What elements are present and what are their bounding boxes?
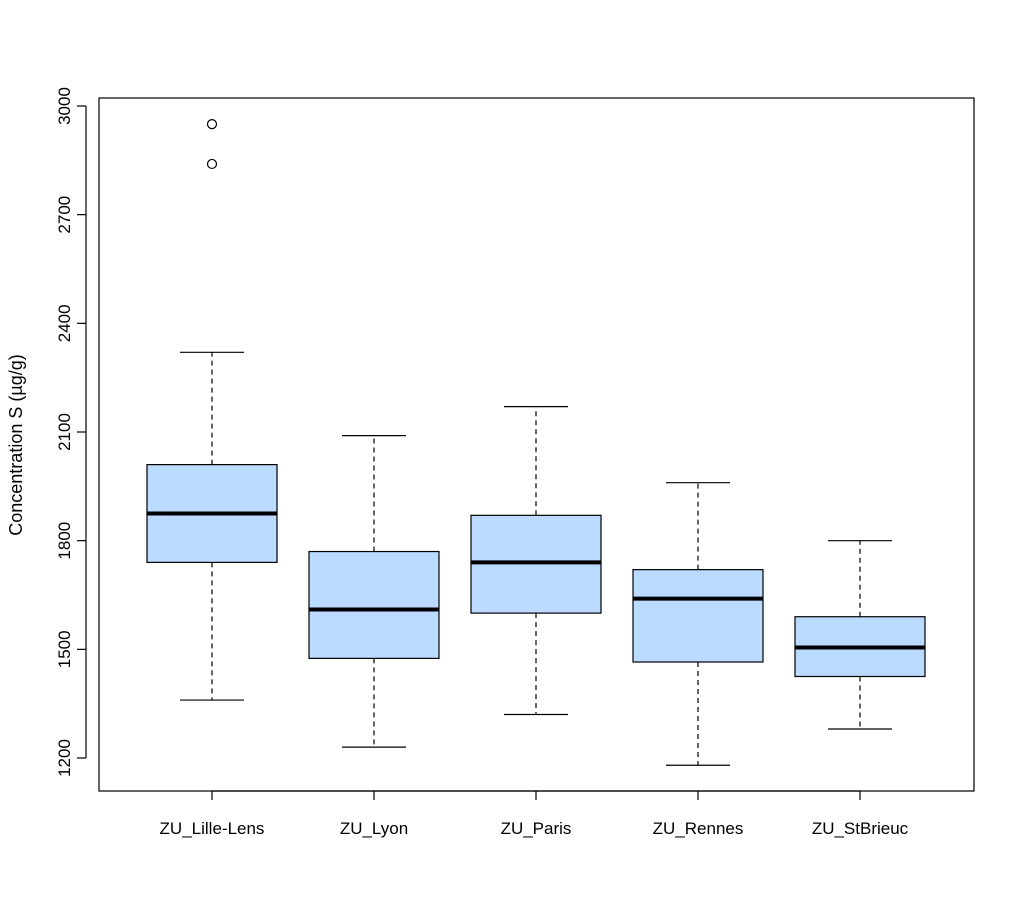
box-ZU_Lille-Lens (146, 119, 278, 701)
x-tick-label: ZU_Rennes (653, 819, 744, 838)
y-axis-label: Concentration S (µg/g) (6, 354, 26, 535)
x-tick-label: ZU_StBrieuc (812, 819, 909, 838)
iqr-box (308, 550, 440, 659)
box-ZU_Paris (470, 406, 602, 716)
y-tick-label: 2700 (55, 196, 74, 234)
x-tick-label: ZU_Lyon (340, 819, 408, 838)
x-axis: ZU_Lille-Lens ZU_Lyon ZU_Paris ZU_Rennes ZU_… (160, 790, 909, 838)
y-tick-label: 2400 (55, 304, 74, 342)
x-tick-label: ZU_Paris (501, 819, 572, 838)
box-ZU_Rennes (632, 482, 764, 766)
box-ZU_StBrieuc (794, 540, 926, 730)
boxes-group (146, 119, 926, 766)
y-axis: 1200 1500 1800 2100 2400 2700 3000 (55, 87, 87, 777)
y-tick-label: 3000 (55, 87, 74, 125)
y-tick-label: 1800 (55, 522, 74, 560)
x-tick-label: ZU_Lille-Lens (160, 819, 265, 838)
box-ZU_Lyon (308, 435, 440, 748)
outlier-point (206, 158, 218, 170)
y-tick-label: 2100 (55, 413, 74, 451)
y-tick-label: 1200 (55, 739, 74, 777)
outlier-point (206, 119, 218, 130)
iqr-box (632, 569, 764, 663)
y-tick-label: 1500 (55, 630, 74, 668)
